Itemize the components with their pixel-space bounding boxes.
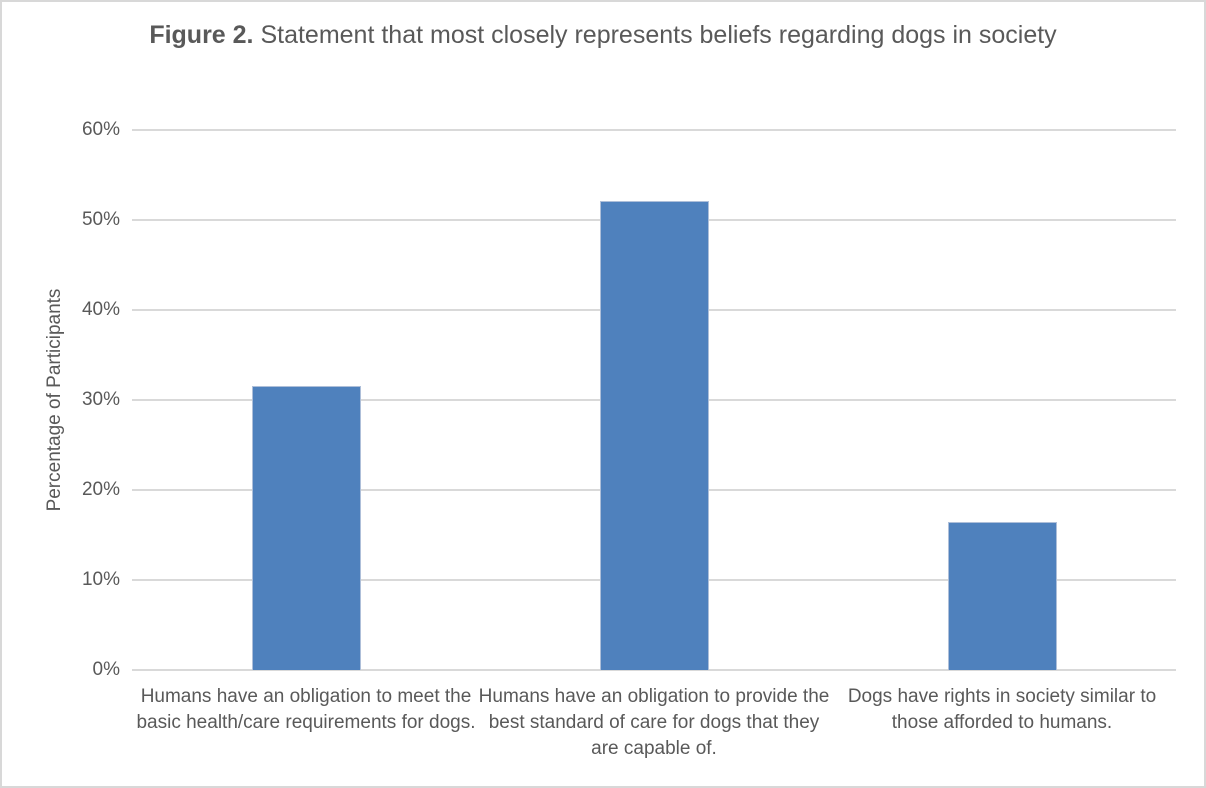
bar-category-3 xyxy=(948,522,1057,670)
y-tick-label-20: 20% xyxy=(81,479,120,500)
chart-title: Figure 2. Statement that most closely re… xyxy=(138,18,1068,53)
x-category-label-2: Humans have an obligation to provide the… xyxy=(478,686,830,759)
chart-title-figure-number: Figure 2. xyxy=(149,21,254,49)
y-tick-label-60: 60% xyxy=(81,119,120,140)
y-tick-label-0: 0% xyxy=(92,659,120,680)
x-category-label-3: Dogs have rights in society similar to t… xyxy=(847,686,1157,733)
bar-category-1 xyxy=(252,386,361,670)
gridline-0 xyxy=(132,669,1176,671)
gridline-60 xyxy=(132,129,1176,131)
y-tick-label-50: 50% xyxy=(81,209,120,230)
plot-area xyxy=(132,129,1176,671)
bar-category-2 xyxy=(600,201,709,670)
y-tick-label-10: 10% xyxy=(81,569,120,590)
y-tick-label-40: 40% xyxy=(81,299,120,320)
x-category-label-1: Humans have an obligation to meet the ba… xyxy=(136,686,476,733)
chart-title-text: Statement that most closely represents b… xyxy=(253,21,1057,49)
y-tick-label-30: 30% xyxy=(81,389,120,410)
